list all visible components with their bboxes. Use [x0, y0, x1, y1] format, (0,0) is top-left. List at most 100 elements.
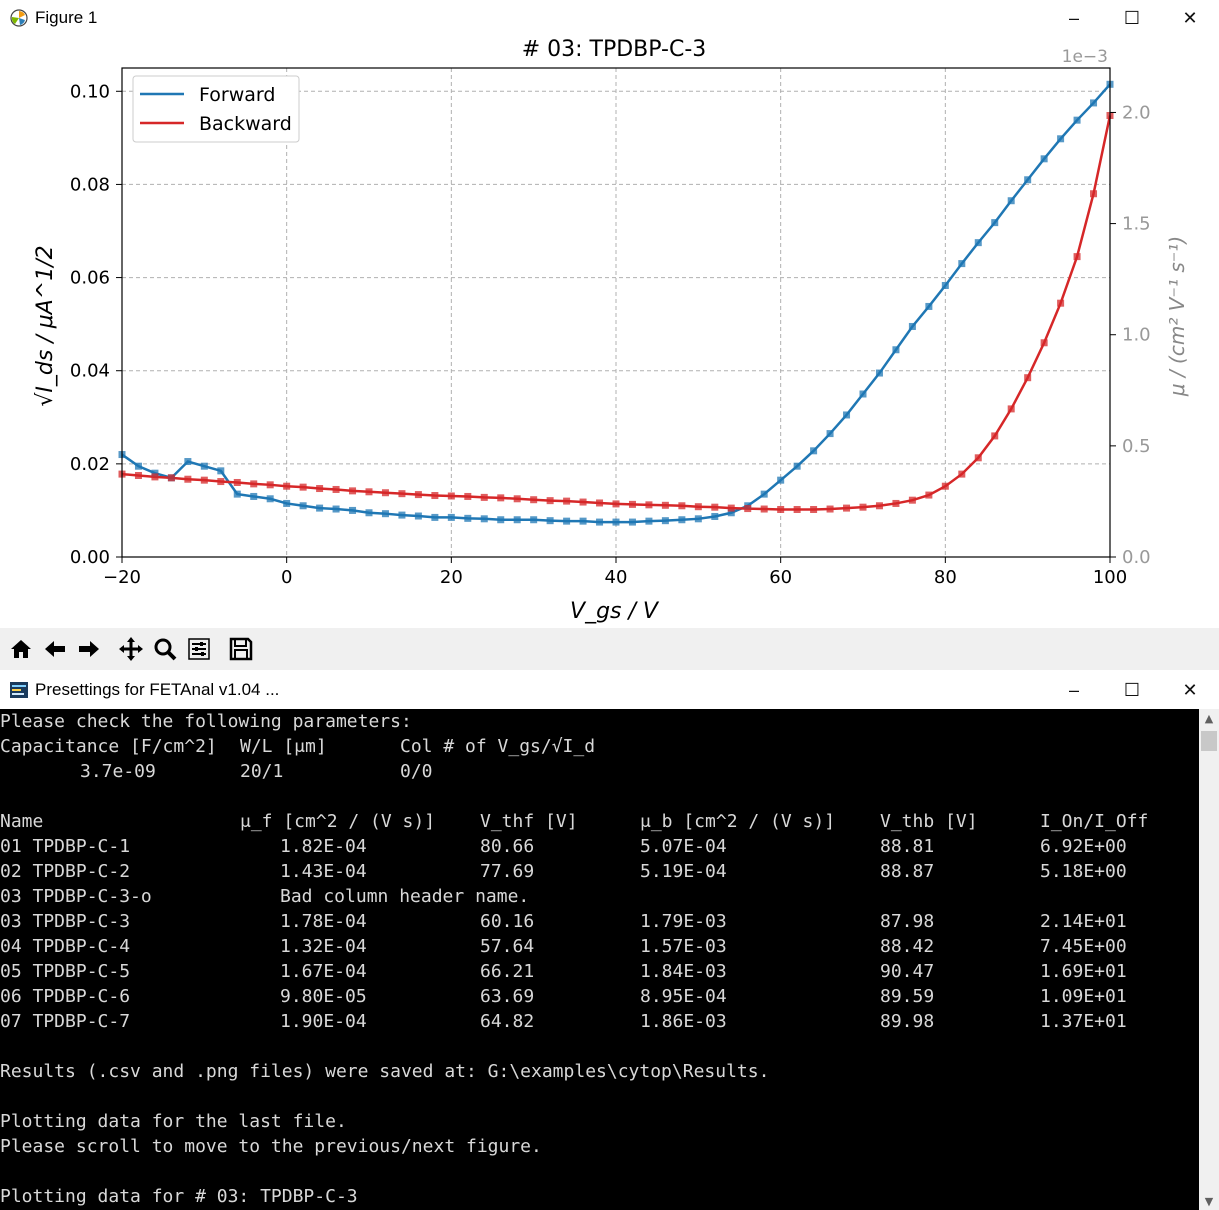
console-scrollbar[interactable]: ▲ ▼ — [1199, 709, 1219, 1210]
data-point-backward — [233, 478, 241, 486]
data-point-backward — [974, 454, 982, 462]
data-point-forward — [233, 490, 241, 498]
table-header-mu-b: μ_b [cm^2 / (V s)] — [640, 811, 836, 832]
saved-path-line: Results (.csv and .png files) were saved… — [0, 1061, 770, 1082]
data-point-forward — [1007, 197, 1015, 205]
param-header-col: Col # of V_gs/√I_d — [400, 736, 596, 757]
table-cell: 1.79E-03 — [640, 911, 727, 932]
x-tick-label: 0 — [281, 567, 292, 588]
table-cell: 1.57E-03 — [640, 936, 727, 957]
data-point-backward — [875, 502, 883, 510]
data-point-forward — [892, 346, 900, 354]
minimize-button[interactable]: – — [1068, 7, 1079, 28]
console-maximize-button[interactable]: ☐ — [1123, 679, 1141, 700]
data-point-backward — [826, 505, 834, 513]
data-point-backward — [810, 505, 818, 513]
back-icon[interactable] — [38, 632, 72, 666]
home-icon[interactable] — [4, 632, 38, 666]
data-point-forward — [1090, 99, 1098, 107]
data-point-backward — [266, 481, 274, 489]
table-cell: 1.90E-04 — [280, 1011, 367, 1032]
data-point-forward — [859, 390, 867, 398]
data-point-forward — [1040, 155, 1048, 163]
data-point-forward — [579, 517, 587, 525]
maximize-button[interactable]: ☐ — [1123, 7, 1141, 28]
scroll-up-icon[interactable]: ▲ — [1204, 711, 1214, 725]
data-point-backward — [299, 483, 307, 491]
table-cell: 1.69E+01 — [1040, 961, 1127, 982]
data-point-forward — [875, 369, 883, 377]
data-point-backward — [464, 492, 472, 500]
data-point-backward — [167, 474, 175, 482]
console-app-icon — [9, 680, 29, 700]
data-point-forward — [217, 467, 225, 475]
data-point-forward — [826, 430, 834, 438]
data-point-forward — [266, 495, 274, 503]
data-point-forward — [381, 510, 389, 518]
plot-frame — [121, 67, 1111, 558]
data-point-backward — [497, 494, 505, 502]
table-header-vthf: V_thf [V] — [480, 811, 578, 832]
data-point-backward — [908, 496, 916, 504]
table-row-name: 06 TPDBP-C-6 — [0, 986, 131, 1007]
table-cell: 88.81 — [880, 836, 935, 857]
console-output[interactable]: Please check the following parameters: C… — [0, 709, 1199, 1210]
console-close-button[interactable]: ✕ — [1182, 679, 1198, 700]
close-button[interactable]: ✕ — [1182, 7, 1198, 28]
y-tick-label: 0.08 — [70, 174, 110, 195]
pan-icon[interactable] — [114, 632, 148, 666]
data-point-backward — [1040, 339, 1048, 347]
y2-offset-text: 1e−3 — [1062, 47, 1108, 67]
data-point-forward — [711, 512, 719, 520]
y-tick-label: 0.00 — [70, 547, 110, 568]
table-cell: 66.21 — [480, 961, 535, 982]
data-point-forward — [299, 502, 307, 510]
data-point-forward — [925, 302, 933, 310]
series-markers — [118, 80, 1114, 526]
forward-icon[interactable] — [72, 632, 106, 666]
data-point-forward — [777, 476, 785, 484]
x-tick-label: 80 — [934, 567, 957, 588]
data-point-forward — [151, 469, 159, 477]
data-point-backward — [859, 503, 867, 511]
table-header-onoff: I_On/I_Off — [1040, 811, 1149, 832]
plot-info-line-1: Plotting data for the last file. — [0, 1111, 347, 1132]
data-point-backward — [200, 476, 208, 484]
table-cell: 64.82 — [480, 1011, 535, 1032]
data-point-forward — [316, 504, 324, 512]
data-point-backward — [365, 488, 373, 496]
scroll-thumb[interactable] — [1201, 731, 1217, 751]
table-cell: 80.66 — [480, 836, 535, 857]
table-cell: 8.95E-04 — [640, 986, 727, 1007]
data-point-backward — [184, 475, 192, 483]
table-row-name: 03 TPDBP-C-3 — [0, 911, 131, 932]
data-point-forward — [661, 517, 669, 525]
data-point-forward — [134, 462, 142, 470]
zoom-icon[interactable] — [148, 632, 182, 666]
data-point-backward — [843, 504, 851, 512]
legend-forward-label: Forward — [199, 84, 275, 106]
figure-window-titlebar: Figure 1 – ☐ ✕ — [0, 0, 1219, 36]
figure-canvas[interactable]: −20 0 20 40 60 80 100 0.00 0.02 0.04 0.06 0.08 0.10 0… — [0, 36, 1219, 628]
table-cell: 57.64 — [480, 936, 535, 957]
scroll-down-icon[interactable]: ▼ — [1204, 1194, 1214, 1208]
data-point-forward — [530, 516, 538, 524]
data-point-backward — [694, 503, 702, 511]
console-minimize-button[interactable]: – — [1068, 679, 1079, 700]
data-point-backward — [546, 497, 554, 505]
data-point-forward — [974, 239, 982, 247]
x-axis-label: V_gs / V — [570, 599, 660, 624]
data-point-forward — [694, 515, 702, 523]
save-icon[interactable] — [224, 632, 258, 666]
data-point-backward — [332, 485, 340, 493]
configure-icon[interactable] — [182, 632, 216, 666]
console-intro: Please check the following parameters: — [0, 711, 412, 732]
table-cell: 5.18E+00 — [1040, 861, 1127, 882]
data-point-forward — [513, 516, 521, 524]
data-point-forward — [184, 458, 192, 466]
y-axis-label: √I_ds / μA^1/2 — [33, 245, 58, 406]
data-point-backward — [513, 495, 521, 503]
y2-tick-label: 1.5 — [1122, 214, 1151, 235]
y-tick-label: 0.10 — [70, 81, 110, 102]
param-header-wl: W/L [μm] — [240, 736, 327, 757]
